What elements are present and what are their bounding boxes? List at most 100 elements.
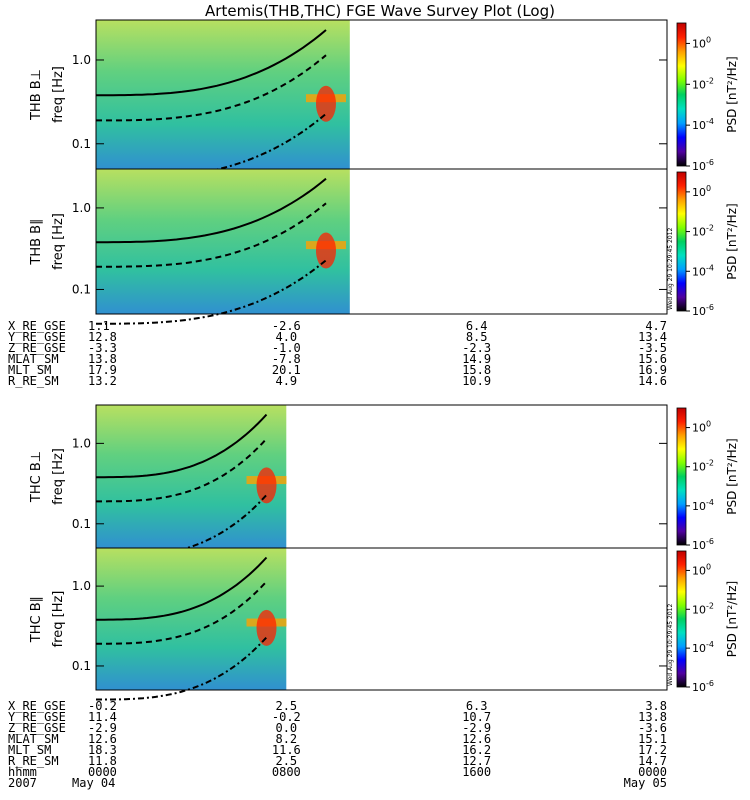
orbit-value: 12.6 [88,732,117,746]
orbit-row-label: Z_RE_GSE [8,341,66,355]
year-label: 2007 [8,776,37,790]
orbit-value: 11.4 [88,710,117,724]
colorbar-tick-label: 100 [692,35,711,50]
orbit-value: 20.1 [272,363,301,377]
colorbar-tick-label: 100 [692,184,711,199]
orbit-value: 4.0 [275,330,297,344]
orbit-value: -0.2 [272,710,301,724]
orbit-value: 13.8 [638,710,667,724]
orbit-value: 11.8 [88,754,117,768]
orbit-value: 13.8 [88,352,117,366]
emission-core [315,232,336,269]
orbit-value: 2.5 [275,754,297,768]
panel-thb-par: 0.1 1.0 THB B∥ freq [Hz] 100 10-2 10-4 10-6 PSD … [29,168,739,325]
panel-label: THC B∥ [29,596,44,643]
timestamp: Wed Aug 29 10:29:45 2012 [667,228,674,310]
orbit-value: 4.9 [275,374,297,388]
colorbar-tick-label: 10-2 [692,76,714,91]
ytick-label: 0.1 [72,137,91,151]
orbit-value: -2.9 [88,721,117,735]
gyrofrequency-line [96,413,268,479]
orbit-value: 2.5 [275,699,297,713]
y-axis-label: freq [Hz] [51,213,66,270]
colorbar-tick-label: 100 [692,420,711,435]
ytick-label: 0.1 [72,659,91,673]
orbit-value: 1.1 [88,319,110,333]
half-gyrofrequency-line [96,438,268,503]
panel-thb-perp: 0.1 1.0 THB B⊥ freq [Hz] 100 10-2 10-4 10-6 PSD … [29,19,739,180]
colorbar-label: PSD [nT²/Hz] [725,581,739,657]
orbit-value: -7.8 [272,352,301,366]
orbit-value: 10.9 [462,374,491,388]
panel-label: THC B⊥ [29,451,44,503]
orbit-row-label: X_RE_GSE [8,319,66,333]
y-axis-label: freq [Hz] [51,66,66,123]
orbit-row-label: hhmm [8,765,37,779]
orbit-row-label: Y_RE_GSE [8,330,66,344]
tenth-gyrofrequency-line [96,636,268,701]
orbit-value: 6.4 [466,319,488,333]
end-date-label: May 05 [624,776,667,790]
orbit-value: 12.6 [462,732,491,746]
orbit-value: 13.2 [88,374,117,388]
orbit-value: -2.9 [462,721,491,735]
start-date-label: May 04 [72,776,115,790]
orbit-value: 12.8 [88,330,117,344]
orbit-value: -1.0 [272,341,301,355]
orbit-value: 15.1 [638,732,667,746]
y-axis-label: freq [Hz] [51,448,66,505]
date-row: 2007 May 04 May 05 [8,776,667,790]
colorbar-tick-label: 10-4 [692,117,714,132]
colorbar-label: PSD [nT²/Hz] [725,203,739,279]
panel-label: THB B⊥ [29,69,44,121]
orbit-value: 15.6 [638,352,667,366]
y-axis-label: freq [Hz] [51,591,66,648]
orbit-value: 4.7 [645,319,667,333]
orbit-value: 8.5 [466,330,488,344]
orbit-row-label: X_RE_GSE [8,699,66,713]
orbit-value: 14.6 [638,374,667,388]
orbit-row-label: R_RE_SM [8,754,59,768]
orbit-row-label: R_RE_SM [8,374,59,388]
orbit-value: -3.5 [638,341,667,355]
orbit-row-label: MLAT_SM [8,732,59,746]
orbit-value: 16.9 [638,363,667,377]
orbit-row-label: Z_RE_GSE [8,721,66,735]
colorbar-label: PSD [nT²/Hz] [725,56,739,132]
colorbar-tick-label: 10-4 [692,263,714,278]
orbit-value: 15.8 [462,363,491,377]
orbit-row-label: MLAT_SM [8,352,59,366]
orbit-value: -3.6 [638,721,667,735]
ytick-label: 0.1 [72,517,91,531]
panel-frame [95,168,668,315]
colorbar-tick-label: 10-6 [692,158,714,173]
panel-frame [95,547,668,691]
colorbar-tick-label: 10-4 [692,640,714,655]
chart-title: Artemis(THB,THC) FGE Wave Survey Plot (L… [205,2,555,20]
ytick-label: 0.1 [72,282,91,296]
half-gyrofrequency-line [96,580,268,645]
panel-thc-par: 0.1 1.0 THC B∥ freq [Hz] 100 10-2 10-4 10-6 PSD … [29,547,739,701]
orbit-row-label: MLT_SM [8,363,51,377]
orbit-value: -2.6 [272,319,301,333]
colorbar-tick-label: 10-6 [692,679,714,694]
orbit-value: -2.3 [462,341,491,355]
orbit-value: 17.9 [88,363,117,377]
orbit-value: 0800 [272,765,301,779]
gyrofrequency-line [96,177,327,244]
tenth-gyrofrequency-line [96,259,327,325]
colorbar-tick-label: 10-4 [692,498,714,513]
gyrofrequency-line [96,556,268,621]
orbit-value: 13.4 [638,330,667,344]
colorbar [676,171,687,312]
orbit-value: 17.2 [638,743,667,757]
orbit-value: 16.2 [462,743,491,757]
orbit-row-label: MLT_SM [8,743,51,757]
colorbar [676,550,687,688]
orbit-value: 0000 [638,765,667,779]
ytick-label: 1.0 [72,579,91,593]
ytick-label: 1.0 [72,436,91,450]
colorbar-tick-label: 10-6 [692,537,714,552]
orbit-value: 6.3 [466,699,488,713]
